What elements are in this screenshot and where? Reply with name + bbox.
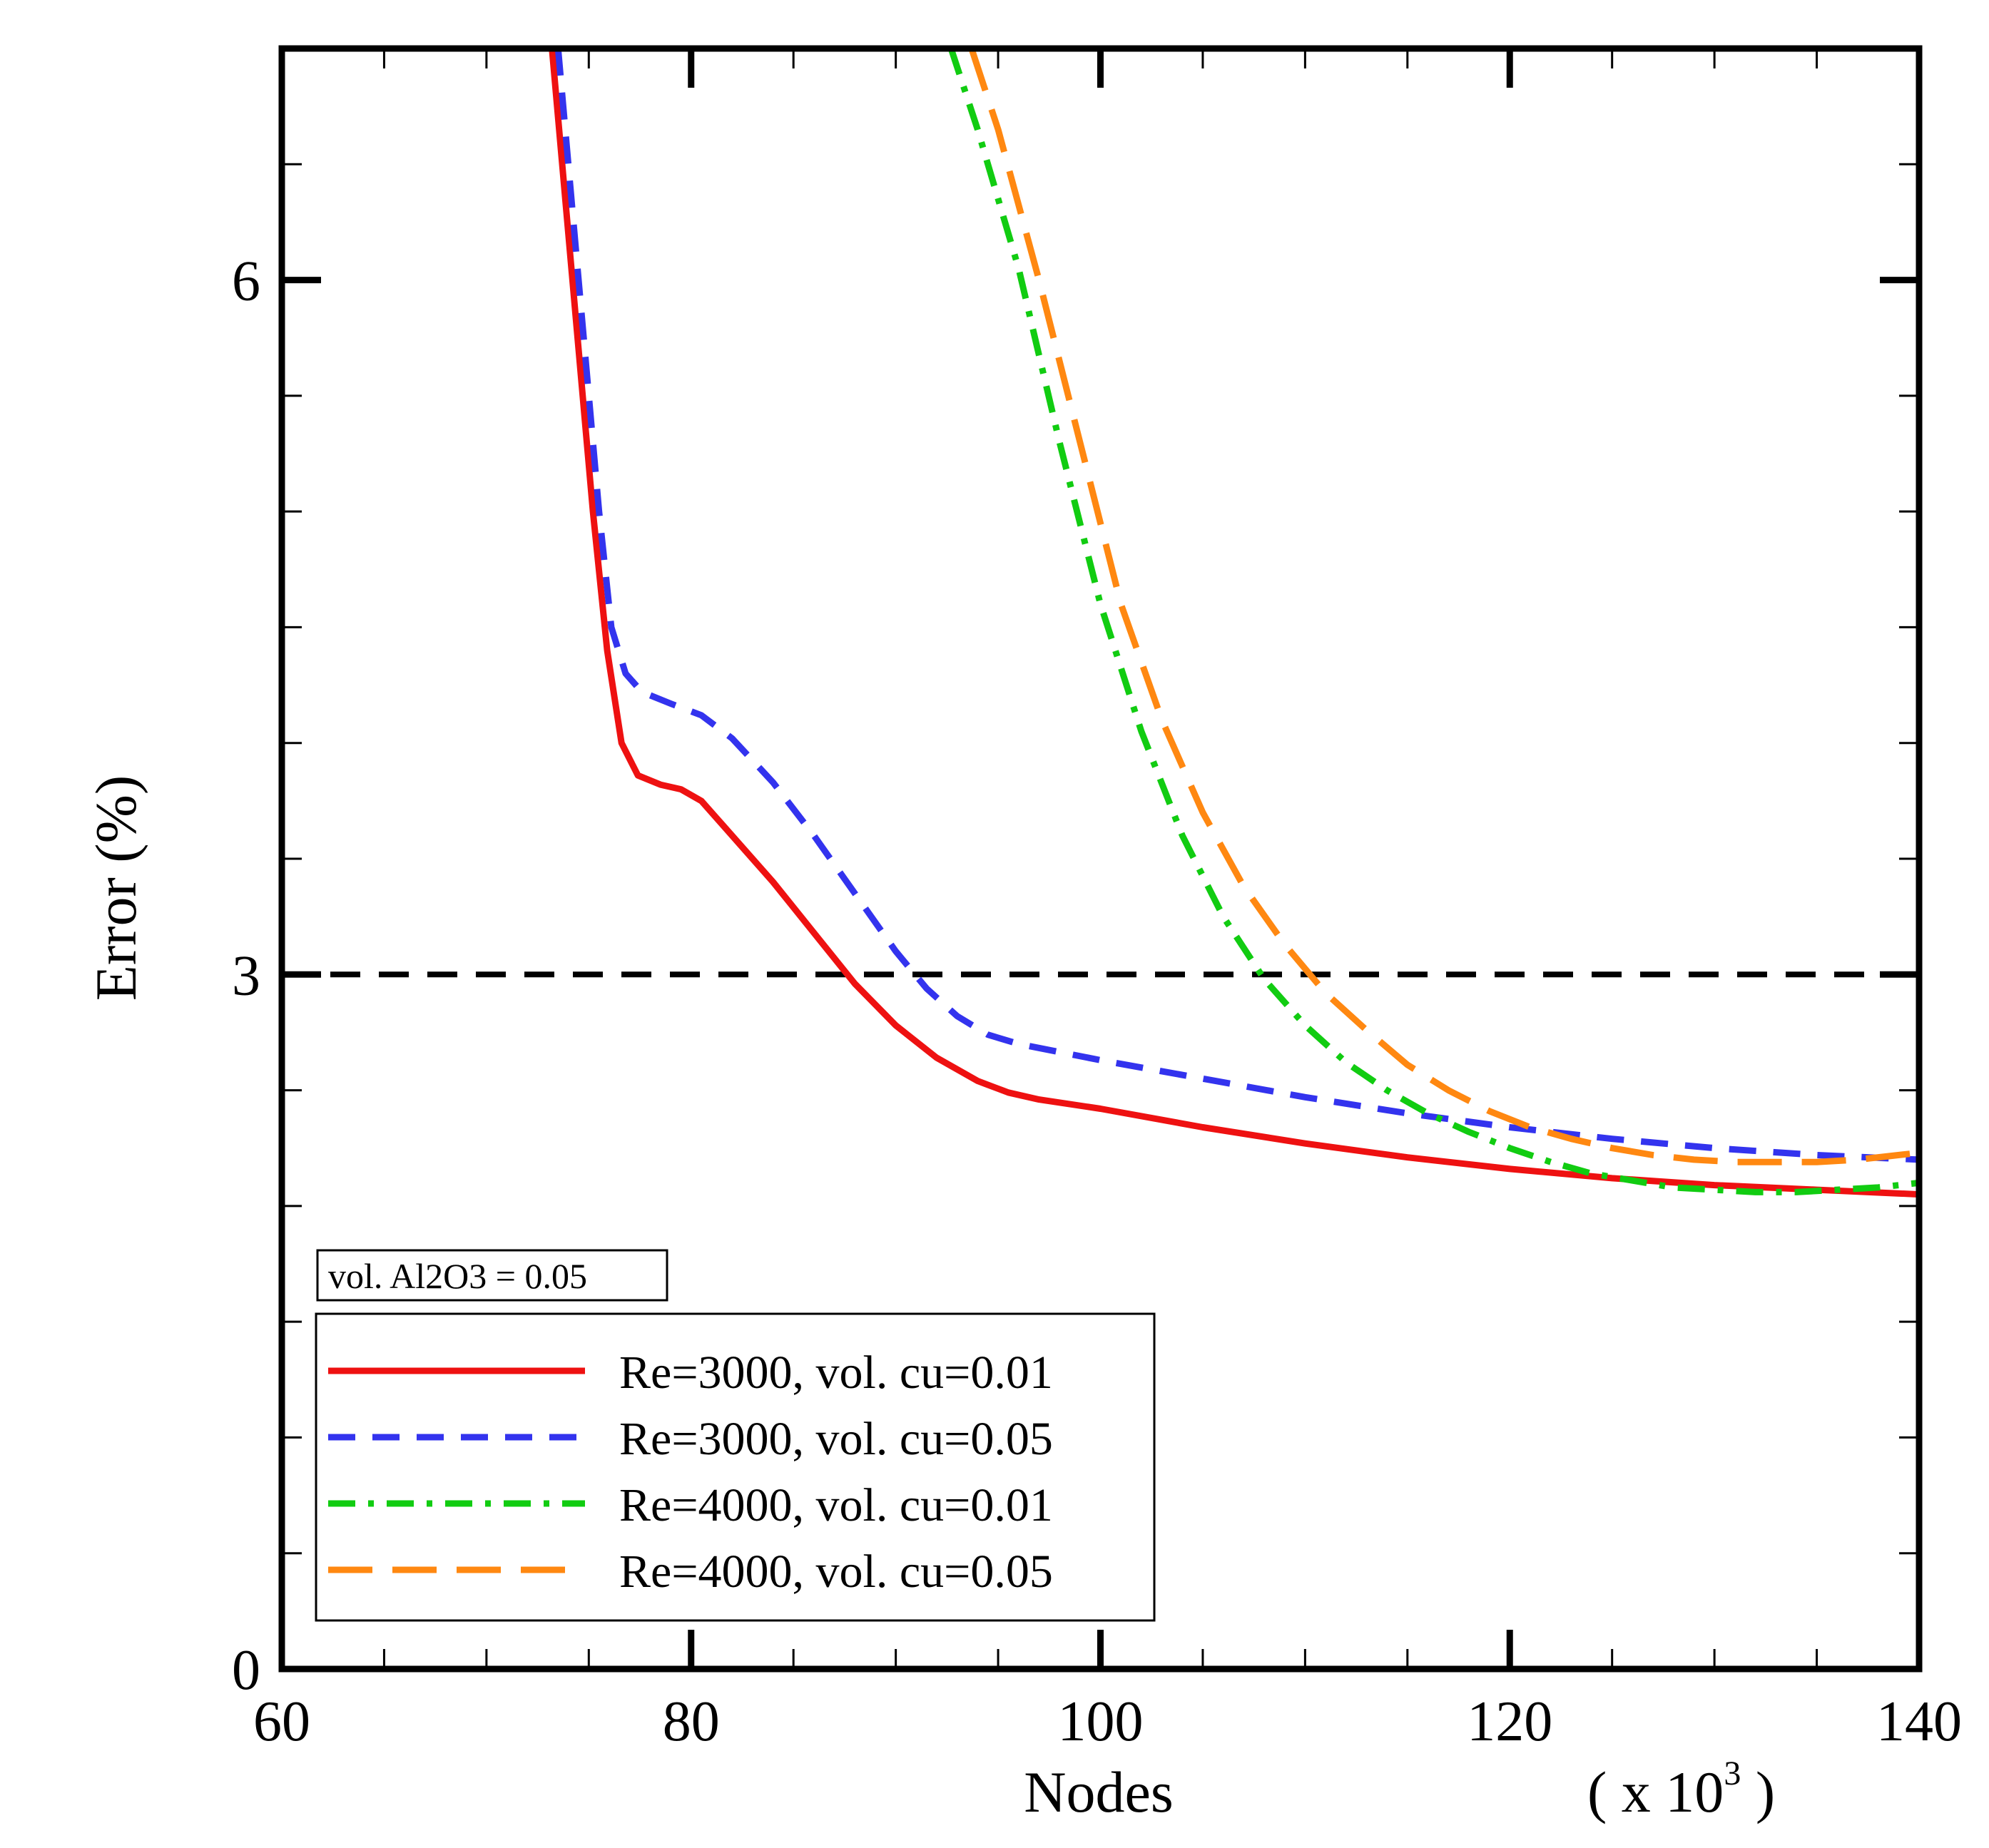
legend-box — [315, 1312, 1156, 1622]
x-tick-label: 60 — [253, 1690, 310, 1753]
tick-marks — [278, 47, 1923, 1673]
annotation-box: vol. Al2O3 = 0.05 — [316, 1249, 668, 1302]
plot-frame — [278, 45, 1923, 1673]
legend-label: Re=3000, vol. cu=0.01 — [619, 1347, 1053, 1399]
x-tick-label: 100 — [1058, 1690, 1144, 1753]
series-layer — [282, 49, 1919, 1198]
x-tick-label: 80 — [663, 1690, 720, 1753]
x-axis-multiplier: ( x 103 ) — [1587, 1755, 1775, 1824]
series-line-2 — [554, 49, 1919, 1163]
legend-label: Re=4000, vol. cu=0.05 — [619, 1546, 1053, 1598]
series-line-3 — [947, 49, 1919, 1195]
legend-label: Re=3000, vol. cu=0.05 — [619, 1413, 1053, 1465]
series-line-1 — [549, 49, 1919, 1198]
y-axis-title: Error (%) — [83, 775, 148, 1001]
tick-labels: 60 80 100 120 140 0 3 6 — [232, 250, 1962, 1753]
x-axis-title: Nodes — [1024, 1760, 1174, 1824]
y-tick-label: 0 — [232, 1639, 260, 1702]
annotation-text: vol. Al2O3 = 0.05 — [328, 1256, 587, 1296]
legend-label: Re=4000, vol. cu=0.01 — [619, 1479, 1053, 1531]
x-tick-label: 140 — [1876, 1690, 1962, 1753]
y-tick-label: 6 — [232, 250, 260, 313]
y-tick-label: 3 — [232, 944, 260, 1007]
series-line-4 — [968, 49, 1919, 1165]
legend: Re=3000, vol. cu=0.01 Re=3000, vol. cu=0.… — [315, 1312, 1156, 1622]
x-tick-label: 120 — [1467, 1690, 1552, 1753]
